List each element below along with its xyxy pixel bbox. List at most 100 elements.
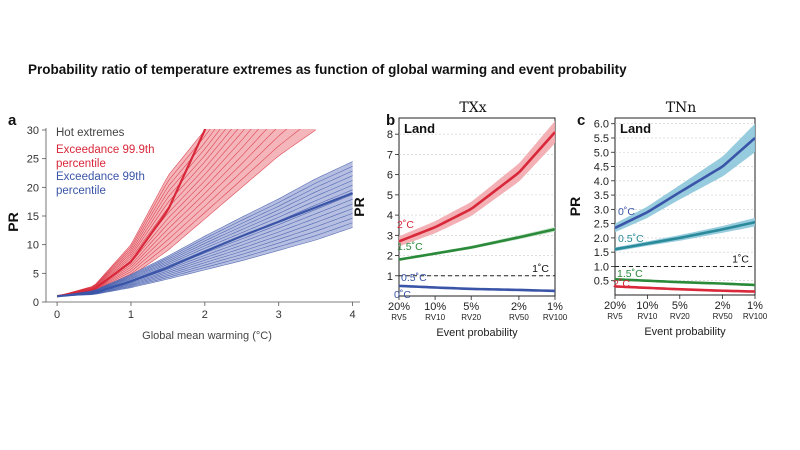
panel-b-x-label: Event probability	[436, 327, 518, 339]
panel-a-ytick-label: 25	[27, 154, 39, 166]
panel-a-member-line	[57, 161, 353, 297]
panel-a-member-line	[57, 129, 277, 297]
panel-a-member-line	[57, 129, 216, 297]
panel-b-ytick-label: 4	[387, 210, 393, 222]
figure-title: Probability ratio of temperature extreme…	[28, 62, 627, 77]
panel-c-ytick-label: 5.5	[594, 133, 609, 145]
panel-a-member-line	[57, 129, 206, 297]
panel-a-member-line	[57, 184, 353, 297]
panel-c-ytick-label: 3.5	[594, 190, 609, 202]
panel-c-band	[615, 123, 755, 233]
panel-c-xtick-sublabel: RV50	[713, 312, 733, 321]
panel-b-y-label: PR	[351, 197, 367, 216]
panel-a-member-line	[57, 170, 353, 297]
panel-c-ytick-label: 4.5	[594, 162, 609, 174]
panel-a-member-line	[57, 208, 353, 297]
panel-c-xtick-label: 1%	[747, 300, 763, 312]
panel-c-ytick-label: 2.5	[594, 219, 609, 231]
panel-c-letter: c	[577, 112, 585, 129]
panel-b-series-line	[398, 227, 556, 261]
panel-c-series-label: 0.5˚C	[618, 233, 644, 245]
panel-a-legend-blue: Exceedance 99th percentile	[56, 171, 145, 197]
panel-a-member-line	[57, 213, 353, 297]
panel-c-series-line	[614, 277, 756, 287]
panel-b-ytick-label: 8	[387, 129, 393, 141]
panel-c-xtick-sublabel: RV10	[637, 312, 657, 321]
panel-c-x-label: Event probability	[644, 326, 726, 338]
panel-c-ytick-label: 1.0	[594, 261, 609, 273]
panel-b-xtick-label: 10%	[424, 301, 446, 313]
panel-a-member-line	[57, 129, 233, 297]
panel-b-xtick-sublabel: RV20	[461, 313, 481, 322]
panel-c-xtick-label: 5%	[672, 300, 688, 312]
panel-c-ytick-label: 3.0	[594, 204, 609, 216]
panel-a-member-line	[57, 175, 353, 297]
panel-a-member-line	[57, 180, 353, 297]
panel-a-member-line	[57, 129, 239, 297]
panel-b-xtick-label: 5%	[463, 301, 479, 313]
panel-c-series-label: 2˚C	[613, 278, 630, 290]
panel-a-xtick-label: 4	[350, 309, 356, 321]
panel-c-ytick-label: 6.0	[594, 119, 609, 131]
panel-b-xtick-sublabel: RV100	[543, 313, 568, 322]
panel-c-y-label: PR	[567, 197, 583, 216]
panel-b-title: TXx	[459, 100, 486, 116]
panel-a-xtick-label: 3	[276, 309, 282, 321]
panel-c-ytick-label: 5.0	[594, 147, 609, 159]
panel-a-member-line	[57, 217, 353, 297]
panel-a-band-blue	[57, 161, 353, 297]
panel-a-ytick-label: 15	[27, 211, 39, 223]
panel-b-ytick-label: 1	[387, 271, 393, 283]
panel-c-chart: 0.51.01.52.02.53.03.54.04.55.05.56.020%R…	[567, 100, 768, 338]
panel-a-ytick-label: 30	[27, 125, 39, 137]
panel-b-xtick-label: 20%	[388, 301, 410, 313]
panel-a-xtick-label: 2	[202, 309, 208, 321]
panel-b-ytick-label: 7	[387, 149, 393, 161]
panel-c-xtick-sublabel: RV100	[743, 312, 768, 321]
panel-a-chart: 0 5 10 15 20 25 30 0 1 2 3 4 PR Global mean warming (…	[5, 125, 360, 342]
panel-c-xtick-sublabel: RV20	[670, 312, 690, 321]
panel-c-series-label: 0˚C	[618, 206, 635, 218]
panel-a-plot-area	[56, 129, 354, 298]
panel-b-frame	[398, 117, 556, 297]
panel-a-legend-title: Hot extremes	[56, 127, 125, 139]
panel-c-xtick-label: 20%	[604, 300, 626, 312]
panel-a-median-line-red	[56, 129, 207, 298]
panel-c-series-line	[614, 220, 756, 251]
panel-a-xtick-label: 1	[128, 309, 134, 321]
panel-c-ytick-label: 0.5	[594, 276, 609, 288]
panel-b-xtick-sublabel: RV50	[509, 313, 529, 322]
panel-b-series-label: 2˚C	[397, 219, 414, 231]
panel-a-member-line	[57, 165, 353, 297]
panel-b-series-label: 0.5˚C	[401, 272, 427, 284]
panel-c-reference-label: 1˚C	[732, 253, 749, 265]
panel-c-series-line	[614, 137, 756, 230]
panel-b-xtick-sublabel: RV10	[425, 313, 445, 322]
panel-a-x-label: Global mean warming (°C)	[142, 330, 272, 342]
panel-a-member-line	[57, 129, 211, 297]
panel-b-ytick-label: 3	[387, 230, 393, 242]
panel-b-ytick-label: 6	[387, 170, 393, 182]
panel-a-ytick-label: 10	[27, 240, 39, 252]
panel-a-ytick-label: 0	[33, 297, 39, 309]
panel-b-ytick-label: 5	[387, 190, 393, 202]
panel-c-xtick-label: 10%	[636, 300, 658, 312]
panel-b-series-line	[398, 284, 556, 293]
panel-c-region-label: Land	[620, 121, 651, 136]
panel-c-series-label: 1.5˚C	[617, 268, 643, 280]
panel-a-member-line	[57, 129, 268, 297]
panel-a-member-line	[57, 227, 353, 297]
panel-b-series-label: 1.5˚C	[397, 241, 423, 253]
panel-c-frame	[614, 117, 756, 296]
panel-c-ytick-label: 1.5	[594, 247, 609, 259]
panel-b-series-label: 0˚C	[394, 289, 411, 301]
panel-a-xtick-label: 0	[54, 309, 60, 321]
panel-a-member-line	[57, 222, 353, 297]
panel-b-xtick-sublabel: RV5	[391, 313, 407, 322]
panel-a-ytick-label: 5	[33, 268, 39, 280]
panel-a-legend-red: Exceedance 99.9th percentile	[56, 144, 154, 170]
panel-b-ytick-label: 2	[387, 251, 393, 263]
panel-c-xtick-label: 2%	[715, 300, 731, 312]
panel-a-letter: a	[8, 112, 17, 129]
